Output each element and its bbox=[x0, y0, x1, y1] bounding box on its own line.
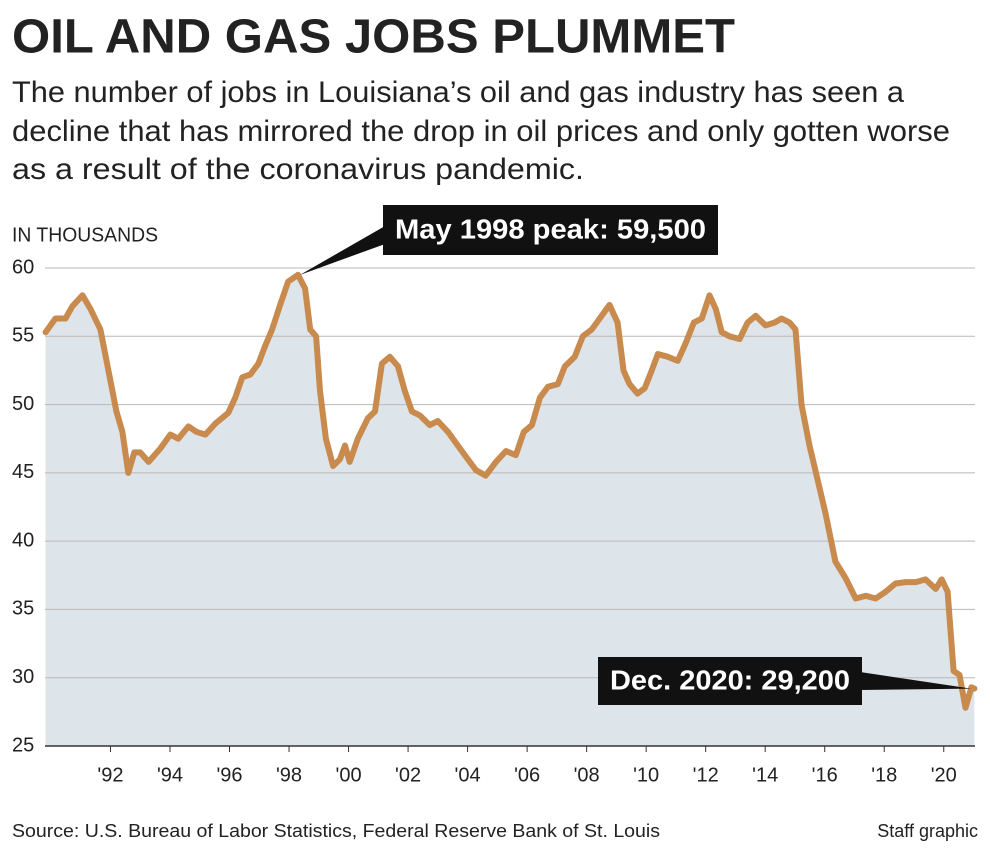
annotation-label: May 1998 peak: 59,500 bbox=[395, 213, 706, 244]
x-tick-label: '92 bbox=[97, 764, 123, 786]
x-tick-label: '00 bbox=[336, 764, 362, 786]
annotation-pointer bbox=[860, 672, 972, 690]
x-tick-label: '96 bbox=[216, 764, 242, 786]
y-tick-label: 55 bbox=[12, 325, 34, 347]
x-tick-label: '04 bbox=[455, 764, 481, 786]
y-tick-label: 60 bbox=[12, 256, 34, 278]
subtitle-line: The number of jobs in Louisiana’s oil an… bbox=[12, 76, 904, 109]
x-tick-label: '98 bbox=[276, 764, 302, 786]
y-tick-label: 40 bbox=[12, 529, 34, 551]
y-tick-label: 50 bbox=[12, 393, 34, 415]
x-tick-label: '02 bbox=[395, 764, 421, 786]
y-tick-label: 35 bbox=[12, 598, 34, 620]
annotation-label: Dec. 2020: 29,200 bbox=[610, 664, 850, 695]
credit: Staff graphic bbox=[877, 821, 978, 841]
area bbox=[45, 274, 975, 746]
annotation-pointer bbox=[300, 226, 385, 275]
annotation-box bbox=[383, 205, 718, 255]
y-tick-label: 45 bbox=[12, 461, 34, 483]
x-tick-label: '18 bbox=[871, 764, 897, 786]
annotation-box bbox=[598, 657, 862, 705]
x-tick-label: '06 bbox=[514, 764, 540, 786]
x-tick-label: '10 bbox=[633, 764, 659, 786]
x-tick-label: '16 bbox=[812, 764, 838, 786]
y-tick-label: 30 bbox=[12, 666, 34, 688]
x-tick-label: '94 bbox=[157, 764, 183, 786]
x-tick-label: '14 bbox=[752, 764, 778, 786]
subtitle-line: as a result of the coronavirus pandemic. bbox=[12, 153, 584, 186]
x-tick-label: '20 bbox=[931, 764, 957, 786]
y-tick-label: 25 bbox=[12, 734, 34, 756]
x-tick-label: '08 bbox=[574, 764, 600, 786]
chart-title: OIL AND GAS JOBS PLUMMET bbox=[12, 11, 735, 64]
line bbox=[42, 271, 978, 711]
x-tick-label: '12 bbox=[693, 764, 719, 786]
source: Source: U.S. Bureau of Labor Statistics,… bbox=[12, 821, 660, 841]
subtitle-line: decline that has mirrored the drop in oi… bbox=[12, 115, 950, 148]
y-axis-label: IN THOUSANDS bbox=[12, 224, 158, 246]
